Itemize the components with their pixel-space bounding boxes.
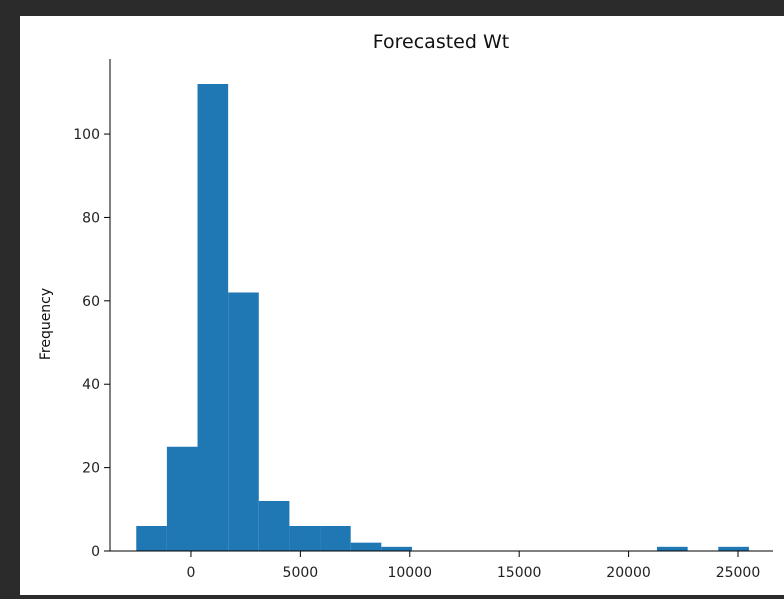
x-tick-label: 0 (186, 565, 195, 581)
y-tick-label: 20 (82, 461, 100, 477)
chart-title: Forecasted Wt (373, 31, 509, 53)
histogram-bar-19 (718, 546, 749, 551)
histogram-bar-4 (258, 500, 290, 551)
x-tick-label: 5000 (283, 565, 319, 581)
histogram-bar-2 (197, 84, 229, 552)
histogram-chart: Forecasted Wt Frequency 0 20 40 60 80 100 0 50… (38, 31, 773, 581)
histogram-bar-3 (228, 292, 259, 551)
x-tick-label: 20000 (606, 565, 651, 581)
histogram-bar-17 (657, 546, 688, 551)
histogram-bar-7 (350, 542, 382, 551)
plot-canvas: Forecasted Wt Frequency 0 20 40 60 80 100 0 50… (20, 16, 784, 595)
y-tick-label: 0 (91, 544, 100, 560)
histogram-bar-1 (166, 446, 198, 551)
x-ticks-group: 0 5000 10000 15000 20000 25000 (186, 551, 760, 581)
y-tick-label: 60 (82, 294, 100, 310)
x-tick-label: 10000 (387, 565, 432, 581)
histogram-bar-5 (289, 525, 321, 551)
x-tick-label: 25000 (716, 565, 761, 581)
histogram-bar-6 (320, 525, 351, 551)
y-ticks-group: 0 20 40 60 80 100 (73, 127, 110, 560)
y-axis-label: Frequency (38, 288, 54, 360)
histogram-bar-8 (381, 546, 412, 551)
histogram-bar-0 (136, 525, 167, 551)
bars-group (136, 84, 749, 552)
x-tick-label: 15000 (497, 565, 542, 581)
y-tick-label: 80 (82, 210, 100, 226)
y-tick-label: 100 (73, 127, 100, 143)
y-tick-label: 40 (82, 377, 100, 393)
